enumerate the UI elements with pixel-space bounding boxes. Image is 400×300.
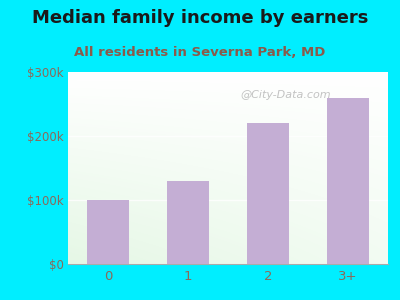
Bar	[167, 181, 209, 264]
Bar	[87, 200, 129, 264]
Text: All residents in Severna Park, MD: All residents in Severna Park, MD	[74, 46, 326, 59]
Bar	[247, 123, 289, 264]
Text: @City-Data.com: @City-Data.com	[240, 90, 331, 100]
Text: Median family income by earners: Median family income by earners	[32, 9, 368, 27]
Bar	[327, 98, 369, 264]
